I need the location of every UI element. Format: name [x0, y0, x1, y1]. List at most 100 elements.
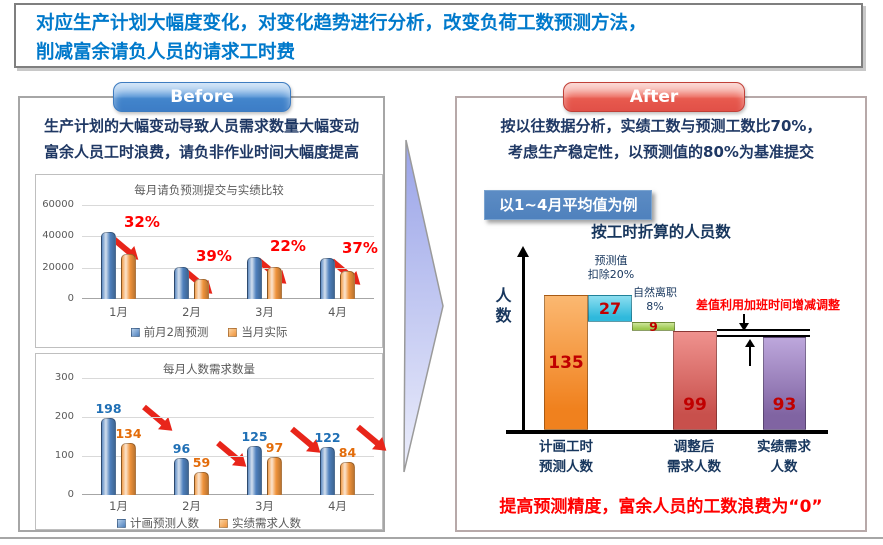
bar-group	[82, 205, 155, 299]
bar	[121, 254, 136, 299]
xlabel-planned: 计画工时 预测人数	[539, 439, 593, 475]
slide-bottom-divider	[0, 537, 883, 539]
chart2-y-axis: 0 100 200 300	[36, 372, 78, 500]
y-tick-label: 20000	[42, 261, 74, 273]
bar	[101, 417, 116, 495]
bar-value-label: 122	[314, 430, 341, 446]
bar	[101, 232, 116, 299]
x-tick-label: 4月	[328, 499, 347, 513]
legend-item: 当月实际	[228, 324, 287, 340]
chart2-x-labels: 1月 2月 3月 4月	[82, 498, 374, 514]
bar	[267, 457, 282, 495]
bar-adjusted-demand: 99	[673, 331, 717, 430]
before-description: 生产计划的大幅变动导致人员需求数量大幅变动 富余人员工时浪费，请负非作业时间大幅…	[43, 117, 359, 161]
legend-swatch-icon	[228, 327, 238, 337]
bar-group	[301, 205, 374, 299]
legend-item: 计画预测人数	[117, 515, 199, 531]
decline-label-jan: 32%	[124, 213, 160, 231]
gridline	[82, 378, 374, 379]
bar-value-label: 96	[172, 440, 191, 456]
chart2-title: 每月人数需求数量	[163, 362, 255, 376]
annotation-natural-attrition: 自然离职 8%	[633, 286, 677, 314]
y-tick-label: 40000	[42, 230, 74, 242]
bar-group: 122 84	[301, 378, 374, 495]
example-badge: 以1~4月平均值为例	[484, 190, 653, 220]
legend-label: 前月2周预测	[143, 325, 209, 339]
bar-group: 96 59	[155, 378, 228, 495]
bar	[340, 270, 355, 299]
chart1-title: 每月请负预测提交与实绩比较	[134, 183, 284, 197]
chart2-legend: 计画预测人数 实绩需求人数	[36, 515, 382, 531]
chart1-y-axis: 0 20000 40000 60000	[36, 199, 78, 304]
conclusion-text: 提高预测精度，富余人员的工数浪费为“0”	[499, 497, 823, 517]
overtime-adjustment-note: 差值利用加班时间增减调整	[696, 298, 841, 312]
gridline	[82, 417, 374, 418]
after-description: 按以往数据分析，实绩工数与预测工数比70%， 考虑生产稳定性，以预测值的80%为…	[500, 117, 822, 161]
page-title: 对应生产计划大幅度变化，对变化趋势进行分析，改变负荷工数预测方法， 削减富余请负…	[36, 13, 647, 63]
bar-actual-demand: 93	[763, 337, 806, 430]
gridline	[82, 456, 374, 457]
bar-value-label: 198	[95, 400, 122, 416]
chart1-plot-area: 32% 39% 22% 37%	[82, 205, 378, 299]
before-to-after-arrow-icon	[403, 139, 444, 473]
waterfall-plot-area: 135 27 9 99 93 预测值 扣除20% 自然离职 8% 差值利用加班时…	[492, 242, 864, 430]
x-tick-label: 3月	[255, 305, 274, 319]
waterfall-title: 按工时折算的人员数	[591, 223, 731, 241]
legend-item: 实绩需求人数	[219, 515, 301, 531]
y-tick-label: 100	[54, 450, 74, 461]
annotation-forecast-deduction: 预测值 扣除20%	[587, 254, 635, 282]
bar-value-label: 59	[192, 455, 211, 470]
x-tick-label: 3月	[255, 499, 274, 513]
bar	[320, 447, 335, 495]
before-button: Before	[113, 82, 291, 112]
chart2-plot-area: 198 134 96 59 125 97 122 84	[82, 378, 380, 495]
bar-value-label: 97	[265, 440, 284, 456]
bar	[174, 457, 189, 495]
y-tick-label: 0	[67, 489, 74, 500]
bar-group	[228, 205, 301, 299]
y-tick-label: 300	[54, 372, 74, 383]
bar-planned-headcount: 135	[544, 295, 588, 430]
waterfall-y-axis-label: 人数	[495, 286, 512, 325]
legend-label: 计画预测人数	[130, 516, 199, 530]
x-tick-label: 4月	[328, 305, 347, 319]
bar	[174, 266, 189, 299]
legend-item: 前月2周预测	[130, 324, 209, 340]
gridline	[82, 298, 374, 299]
x-tick-label: 2月	[182, 499, 201, 513]
bar-value-label: 134	[115, 425, 142, 441]
gridline	[82, 267, 374, 269]
bar	[320, 258, 335, 299]
x-tick-label: 1月	[109, 499, 128, 513]
after-panel: 按以往数据分析，实绩工数与预测工数比70%， 考虑生产稳定性，以预测值的80%为…	[455, 96, 867, 532]
x-tick-label: 2月	[182, 305, 201, 319]
bar	[194, 472, 209, 495]
x-tick-label: 1月	[109, 305, 128, 319]
decline-label-feb: 39%	[196, 247, 232, 265]
adjusted-level-line	[717, 329, 810, 331]
legend-label: 当月实际	[241, 325, 288, 339]
legend-swatch-icon	[219, 518, 228, 528]
decline-label-mar: 22%	[270, 237, 306, 255]
bar	[340, 462, 355, 495]
chart-headcount-waterfall: 人数 135 27 9 99 93 预测值 扣除20% 自然离职 8% 差值利用…	[492, 242, 864, 488]
bar	[121, 442, 136, 495]
decline-label-apr: 37%	[342, 239, 378, 257]
bar	[247, 257, 262, 299]
y-tick-label: 60000	[42, 199, 74, 210]
bar-value-label: 125	[241, 429, 268, 445]
chart1-x-labels: 1月 2月 3月 4月	[82, 304, 374, 320]
y-tick-label: 0	[67, 293, 74, 304]
down-arrow-icon	[739, 314, 749, 331]
gridline	[82, 236, 374, 238]
y-tick-label: 200	[54, 411, 74, 422]
waterfall-y-axis-arrow-icon	[517, 246, 529, 432]
bar-group	[155, 205, 228, 299]
gridline	[82, 205, 374, 206]
bar-group: 125 97	[228, 378, 301, 495]
waterfall-x-axis	[506, 430, 828, 434]
bar-value-label: 84	[338, 445, 357, 461]
legend-swatch-icon	[117, 518, 126, 528]
bar	[247, 446, 262, 495]
